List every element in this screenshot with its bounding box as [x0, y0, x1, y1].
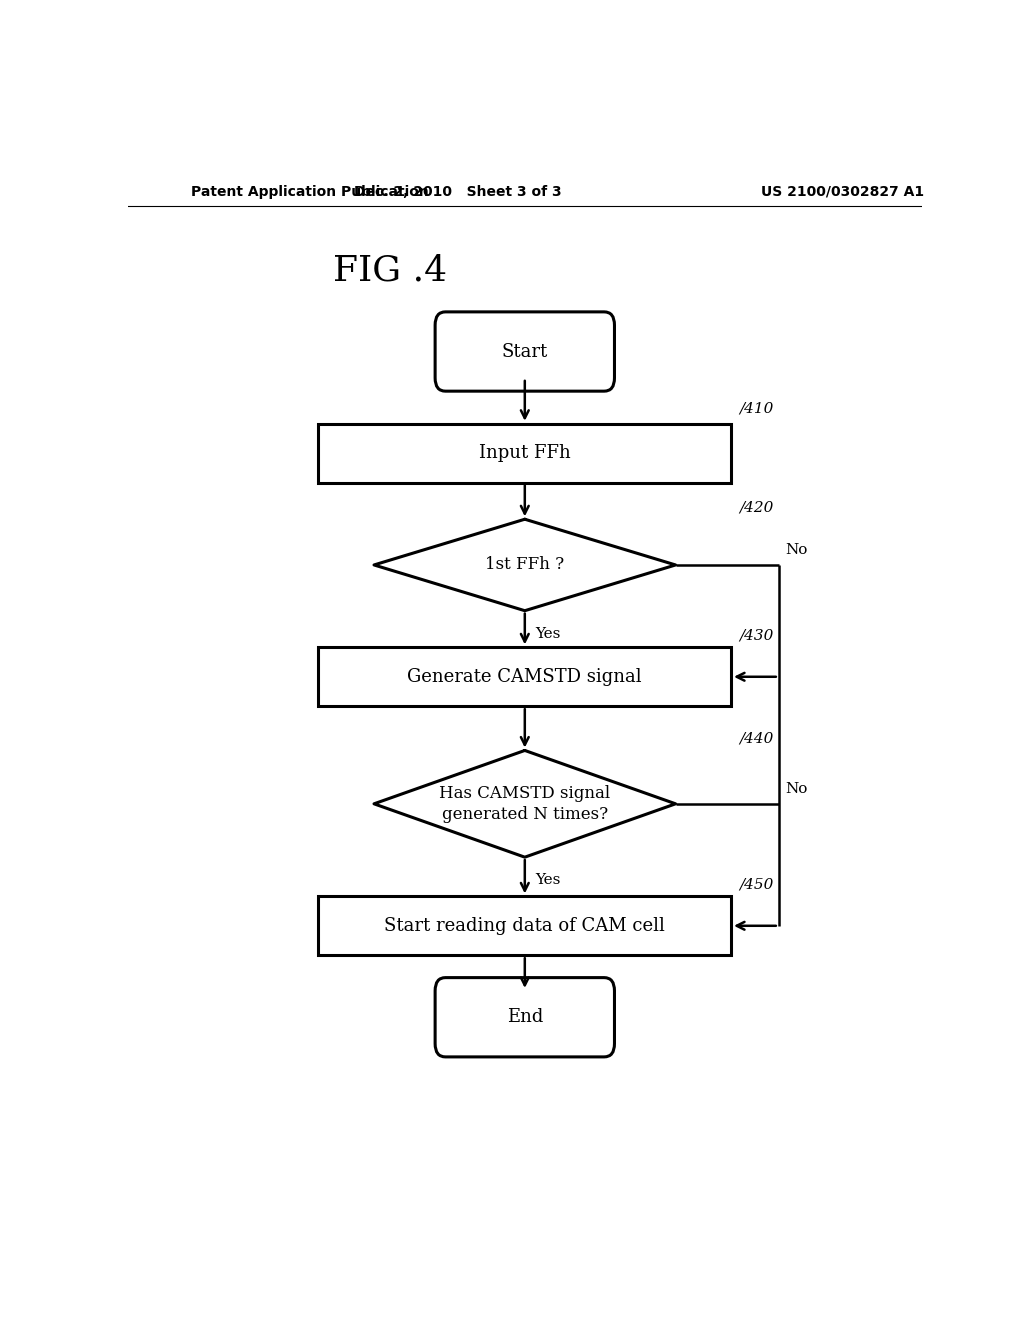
Text: Patent Application Publication: Patent Application Publication — [191, 185, 429, 199]
Text: US 2100/0302827 A1: US 2100/0302827 A1 — [761, 185, 924, 199]
Text: /450: /450 — [739, 878, 773, 891]
Text: /440: /440 — [739, 731, 773, 746]
Text: End: End — [507, 1008, 543, 1026]
Text: No: No — [785, 543, 808, 557]
Text: Start: Start — [502, 342, 548, 360]
FancyBboxPatch shape — [435, 312, 614, 391]
FancyBboxPatch shape — [435, 978, 614, 1057]
Text: Dec. 2, 2010   Sheet 3 of 3: Dec. 2, 2010 Sheet 3 of 3 — [353, 185, 561, 199]
Text: Start reading data of CAM cell: Start reading data of CAM cell — [384, 917, 666, 935]
Text: /430: /430 — [739, 628, 773, 643]
Bar — [318, 424, 731, 483]
Text: Yes: Yes — [536, 627, 560, 642]
Text: /420: /420 — [739, 500, 773, 515]
Text: No: No — [785, 781, 808, 796]
Text: /410: /410 — [739, 401, 773, 416]
Bar — [318, 896, 731, 956]
Text: Generate CAMSTD signal: Generate CAMSTD signal — [408, 668, 642, 686]
Text: Has CAMSTD signal
generated N times?: Has CAMSTD signal generated N times? — [439, 785, 610, 822]
Text: 1st FFh ?: 1st FFh ? — [485, 557, 564, 573]
Text: FIG .4: FIG .4 — [333, 253, 446, 288]
Bar — [318, 647, 731, 706]
Text: Yes: Yes — [536, 874, 560, 887]
Text: Input FFh: Input FFh — [479, 444, 570, 462]
